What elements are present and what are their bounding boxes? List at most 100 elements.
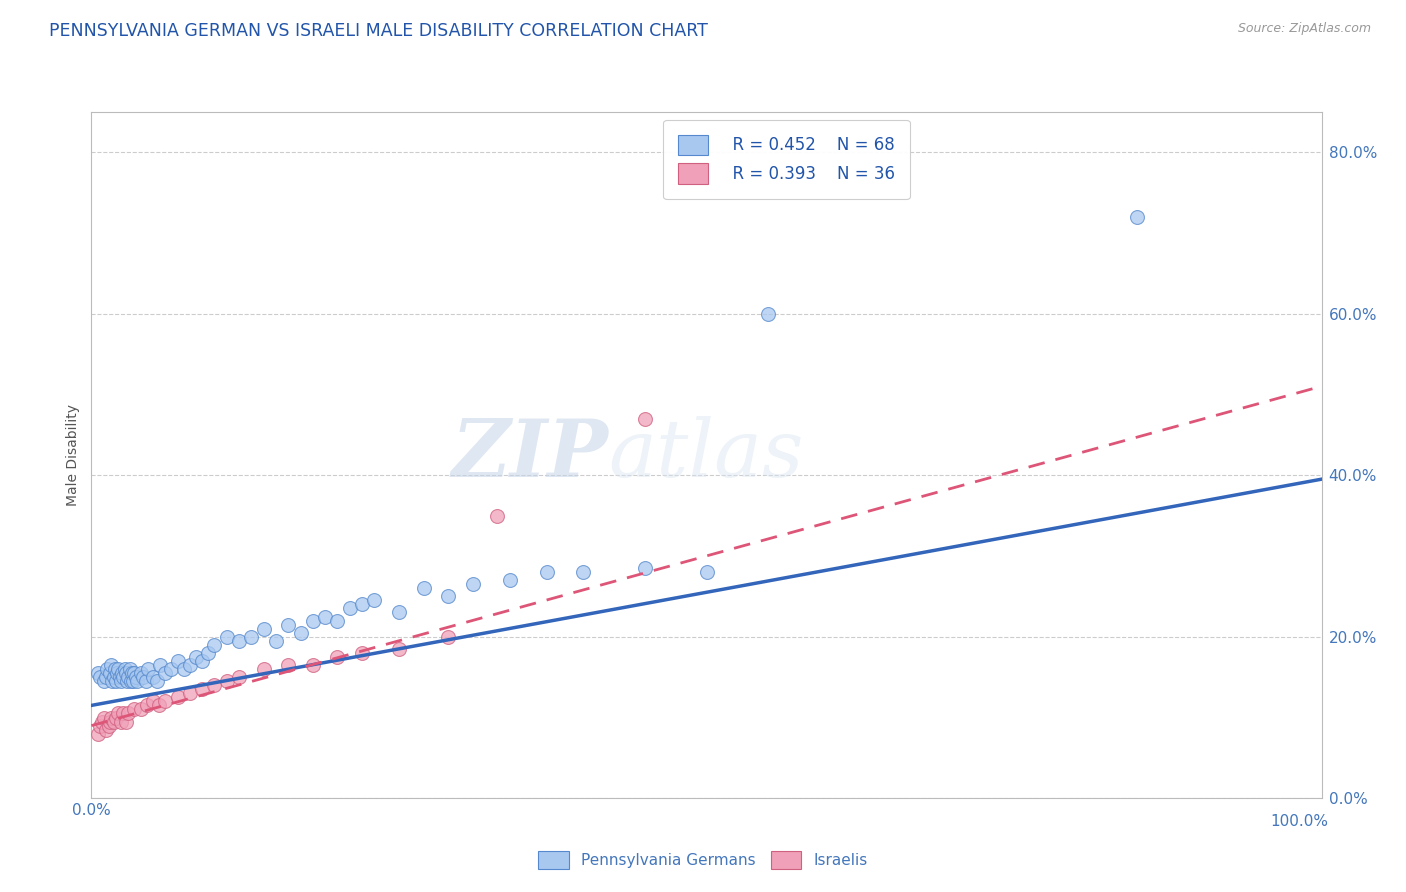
Point — [117, 670, 139, 684]
Point — [105, 710, 127, 724]
Point — [114, 662, 136, 676]
Point — [148, 698, 170, 713]
Point — [135, 698, 157, 713]
Point — [105, 666, 128, 681]
Legend: Pennsylvania Germans, Israelis: Pennsylvania Germans, Israelis — [531, 845, 875, 875]
Legend:   R = 0.452    N = 68,   R = 0.393    N = 36: R = 0.452 N = 68, R = 0.393 N = 36 — [664, 120, 910, 199]
Point — [132, 670, 155, 684]
Point — [142, 670, 165, 684]
Point — [363, 593, 385, 607]
Point — [98, 714, 121, 729]
Point — [166, 690, 188, 705]
Point — [110, 714, 132, 729]
Text: 100.0%: 100.0% — [1271, 814, 1329, 830]
Point — [486, 508, 509, 523]
Point — [498, 573, 520, 587]
Point — [91, 714, 114, 729]
Point — [108, 670, 131, 684]
Text: PENNSYLVANIA GERMAN VS ISRAELI MALE DISABILITY CORRELATION CHART: PENNSYLVANIA GERMAN VS ISRAELI MALE DISA… — [49, 22, 709, 40]
Point — [277, 658, 299, 673]
Point — [634, 561, 657, 575]
Point — [301, 614, 323, 628]
Point — [103, 714, 125, 729]
Point — [117, 706, 139, 721]
Point — [179, 686, 201, 700]
Point — [197, 646, 219, 660]
Point — [153, 666, 177, 681]
Point — [129, 666, 152, 681]
Point — [1126, 210, 1149, 224]
Point — [100, 710, 122, 724]
Point — [101, 674, 124, 689]
Point — [437, 590, 460, 604]
Point — [240, 630, 263, 644]
Point — [96, 662, 118, 676]
Point — [107, 662, 129, 676]
Point — [149, 658, 172, 673]
Point — [97, 718, 120, 732]
Point — [120, 674, 142, 689]
Point — [301, 658, 323, 673]
Point — [202, 638, 225, 652]
Point — [107, 706, 129, 721]
Point — [93, 674, 115, 689]
Point — [145, 674, 167, 689]
Point — [191, 654, 214, 668]
Point — [326, 614, 349, 628]
Point — [352, 646, 374, 660]
Point — [86, 727, 108, 741]
Point — [215, 674, 238, 689]
Point — [122, 674, 145, 689]
Point — [166, 654, 188, 668]
Point — [253, 662, 276, 676]
Point — [124, 670, 146, 684]
Point — [89, 670, 111, 684]
Point — [110, 674, 132, 689]
Point — [202, 678, 225, 692]
Point — [129, 702, 152, 716]
Point — [100, 658, 122, 673]
Point — [112, 670, 135, 684]
Point — [536, 565, 558, 579]
Point — [121, 666, 143, 681]
Point — [136, 662, 159, 676]
Point — [388, 606, 411, 620]
Y-axis label: Male Disability: Male Disability — [66, 404, 80, 506]
Point — [412, 581, 434, 595]
Point — [264, 633, 287, 648]
Point — [124, 666, 146, 681]
Point — [105, 674, 127, 689]
Text: atlas: atlas — [607, 417, 803, 493]
Point — [112, 706, 135, 721]
Point — [124, 702, 146, 716]
Point — [215, 630, 238, 644]
Point — [104, 662, 127, 676]
Point — [135, 674, 156, 689]
Point — [93, 710, 115, 724]
Point — [118, 662, 141, 676]
Point — [96, 670, 117, 684]
Text: ZIP: ZIP — [451, 417, 607, 493]
Point — [388, 641, 411, 656]
Point — [634, 411, 657, 425]
Point — [96, 723, 117, 737]
Point — [142, 694, 165, 708]
Point — [153, 694, 177, 708]
Point — [103, 670, 125, 684]
Point — [184, 649, 207, 664]
Point — [89, 718, 111, 732]
Text: Source: ZipAtlas.com: Source: ZipAtlas.com — [1237, 22, 1371, 36]
Point — [572, 565, 595, 579]
Point — [115, 674, 138, 689]
Point — [173, 662, 195, 676]
Point — [191, 682, 214, 697]
Point — [179, 658, 201, 673]
Point — [228, 670, 250, 684]
Point — [277, 617, 299, 632]
Point — [352, 598, 374, 612]
Point — [290, 625, 312, 640]
Point — [253, 622, 276, 636]
Point — [160, 662, 183, 676]
Point — [326, 649, 349, 664]
Point — [125, 674, 148, 689]
